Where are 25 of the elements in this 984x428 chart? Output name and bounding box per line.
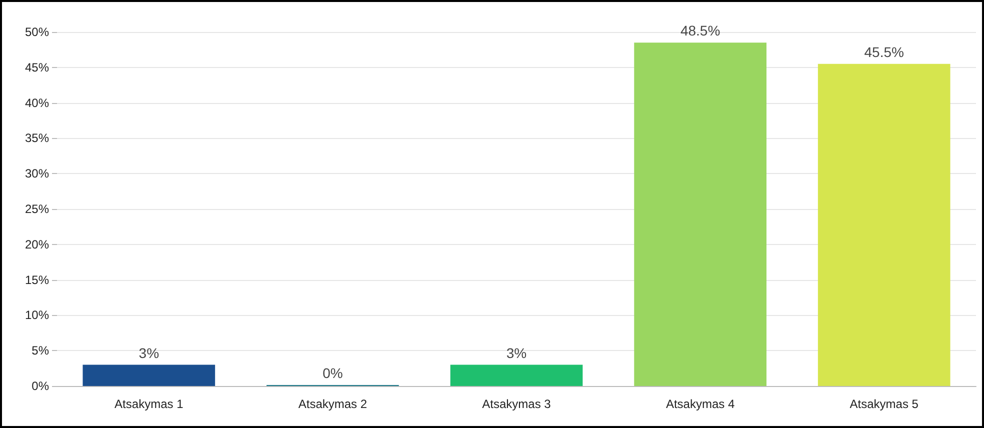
y-tick-label: 15% bbox=[24, 272, 50, 287]
x-tick-label: Atsakymas 5 bbox=[850, 397, 919, 411]
y-tick-label: 35% bbox=[24, 131, 50, 146]
bar bbox=[634, 42, 766, 386]
data-label: 45.5% bbox=[864, 44, 904, 60]
x-tick-label: Atsakymas 3 bbox=[482, 397, 552, 411]
y-tick-label: 50% bbox=[24, 25, 50, 39]
y-tick-label: 40% bbox=[24, 96, 50, 110]
y-tick-label: 0% bbox=[32, 379, 50, 393]
y-tick-label: 5% bbox=[32, 344, 50, 358]
y-tick-label: 25% bbox=[24, 202, 50, 216]
y-tick-label: 45% bbox=[24, 60, 50, 74]
bar bbox=[818, 64, 950, 386]
data-label: 3% bbox=[138, 344, 160, 361]
bar bbox=[82, 364, 216, 386]
x-tick-label: Atsakymas 4 bbox=[666, 397, 735, 411]
data-label: 3% bbox=[506, 344, 527, 361]
x-tick-label: Atsakymas 1 bbox=[114, 397, 184, 411]
x-tick-label: Atsakymas 2 bbox=[298, 397, 368, 411]
y-tick-label: 10% bbox=[24, 308, 50, 322]
y-tick-label: 30% bbox=[24, 166, 50, 181]
y-tick-label: 20% bbox=[24, 237, 50, 252]
data-label: 48.5% bbox=[680, 22, 720, 39]
data-label: 0% bbox=[322, 365, 343, 381]
bar bbox=[450, 364, 583, 386]
